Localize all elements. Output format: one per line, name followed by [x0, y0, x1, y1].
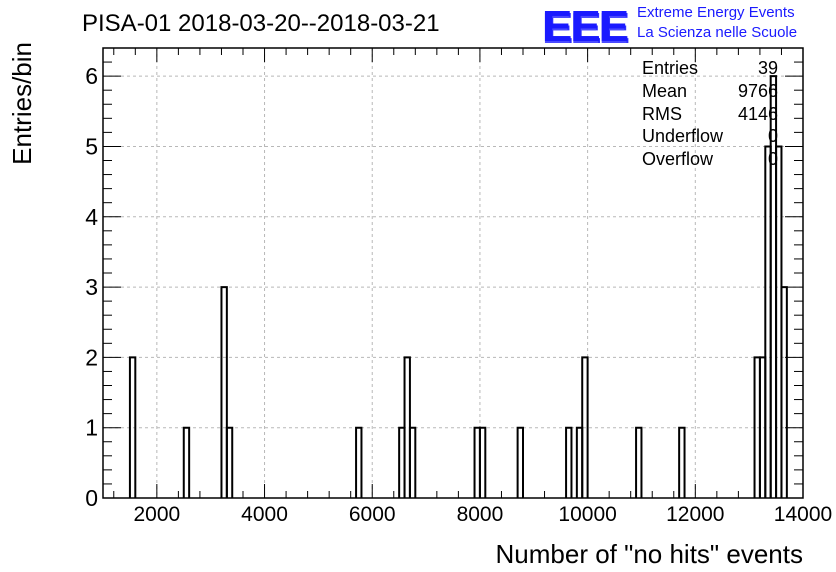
histogram-bars — [128, 75, 788, 498]
stat-value: 9766 — [737, 80, 778, 101]
x-tick-label: 12000 — [666, 503, 724, 526]
y-tick-label: 5 — [85, 133, 98, 159]
y-tick-label: 3 — [85, 274, 98, 300]
histogram-bar — [678, 426, 686, 498]
axes — [102, 47, 804, 499]
x-tick-label: 8000 — [457, 503, 504, 526]
histogram-bar — [220, 286, 228, 498]
chart-title: PISA-01 2018-03-20--2018-03-21 — [82, 10, 440, 37]
stat-value: 0 — [767, 126, 778, 147]
eee-logo: EEE — [542, 2, 628, 51]
histogram-bar — [516, 426, 524, 498]
grid-lines — [103, 48, 803, 498]
y-tick-label: 6 — [85, 63, 98, 89]
x-tick-label: 4000 — [241, 503, 288, 526]
y-tick-label: 0 — [85, 485, 98, 511]
stat-row-underflow: Underflow 0 — [640, 126, 778, 149]
stat-label: RMS — [642, 103, 682, 124]
x-axis-label: Number of "no hits" events — [496, 539, 804, 569]
x-tick-label: 2000 — [133, 503, 180, 526]
y-tick-label: 1 — [85, 415, 98, 441]
stat-row-rms: RMS 4146 — [640, 104, 778, 127]
stat-value: 39 — [757, 58, 778, 78]
x-tick-label: 10000 — [558, 503, 616, 526]
x-tick-label: 14000 — [774, 503, 832, 526]
stat-row-overflow: Overflow 0 — [640, 149, 778, 172]
y-tick-label: 2 — [85, 344, 98, 370]
logo-line-1: Extreme Energy Events — [637, 4, 795, 21]
y-tick-label: 4 — [85, 204, 98, 230]
stat-label: Entries — [642, 58, 699, 78]
stats-box: Entries 39 Mean 9766 RMS 4146 Underflow … — [640, 58, 778, 172]
y-axis-label: Entries/bin — [7, 42, 37, 165]
logo-line-2: La Scienza nelle Scuole — [637, 24, 798, 41]
stat-value: 4146 — [737, 103, 778, 124]
histogram-bar — [780, 286, 788, 498]
histogram-bar — [408, 426, 417, 498]
histogram-bar — [478, 426, 487, 498]
stat-value: 0 — [767, 149, 778, 170]
tick-labels: 2000 4000 6000 8000 10000 12000 14000 0 1 2 3 4 5 6 — [85, 63, 832, 526]
stat-row-entries: Entries 39 — [640, 58, 778, 81]
stat-label: Overflow — [642, 149, 714, 170]
stat-row-mean: Mean 9766 — [640, 81, 778, 104]
histogram-bar — [182, 426, 191, 498]
stat-label: Mean — [642, 80, 688, 101]
stat-label: Underflow — [642, 126, 724, 147]
histogram-bar — [128, 356, 137, 498]
histogram-bar — [565, 426, 573, 498]
histogram-bar — [581, 356, 589, 498]
histogram-bar — [635, 426, 643, 498]
x-tick-label: 6000 — [349, 503, 396, 526]
histogram-bar — [355, 426, 363, 498]
histogram-bar — [225, 426, 234, 498]
